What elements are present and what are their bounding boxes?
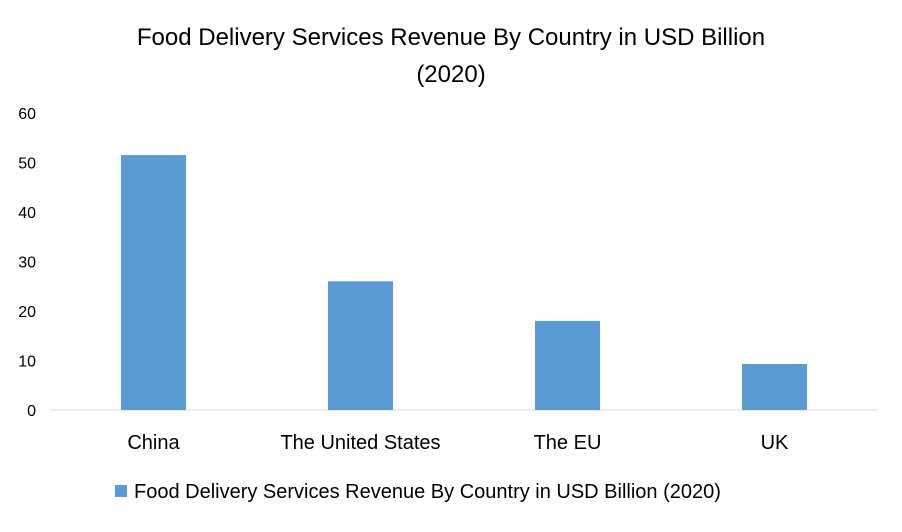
- legend-swatch: [115, 485, 127, 497]
- bar: [742, 363, 807, 410]
- chart-title: Food Delivery Services Revenue By Countr…: [137, 24, 765, 88]
- chart-title-line-1: Food Delivery Services Revenue By Countr…: [137, 24, 765, 51]
- bar: [535, 320, 600, 410]
- chart-title-line-2: (2020): [416, 61, 485, 88]
- x-tick-label: China: [127, 432, 180, 454]
- x-axis-labels: China The United States The EU UK: [127, 432, 789, 454]
- x-tick-label: The United States: [280, 432, 440, 454]
- x-tick-label: The EU: [534, 432, 602, 454]
- y-tick-label: 40: [18, 205, 36, 222]
- legend: Food Delivery Services Revenue By Countr…: [115, 481, 721, 503]
- y-tick-label: 30: [18, 255, 36, 272]
- y-tick-label: 10: [18, 354, 36, 371]
- y-tick-label: 60: [18, 106, 36, 123]
- y-tick-label: 20: [18, 304, 36, 321]
- legend-label: Food Delivery Services Revenue By Countr…: [134, 481, 721, 503]
- bar: [121, 155, 186, 410]
- x-tick-label: UK: [761, 432, 789, 454]
- bar: [328, 281, 393, 410]
- bars: [121, 155, 807, 410]
- y-axis-ticks: 0 10 20 30 40 50 60: [18, 106, 36, 420]
- y-tick-label: 50: [18, 156, 36, 173]
- y-tick-label: 0: [27, 403, 36, 420]
